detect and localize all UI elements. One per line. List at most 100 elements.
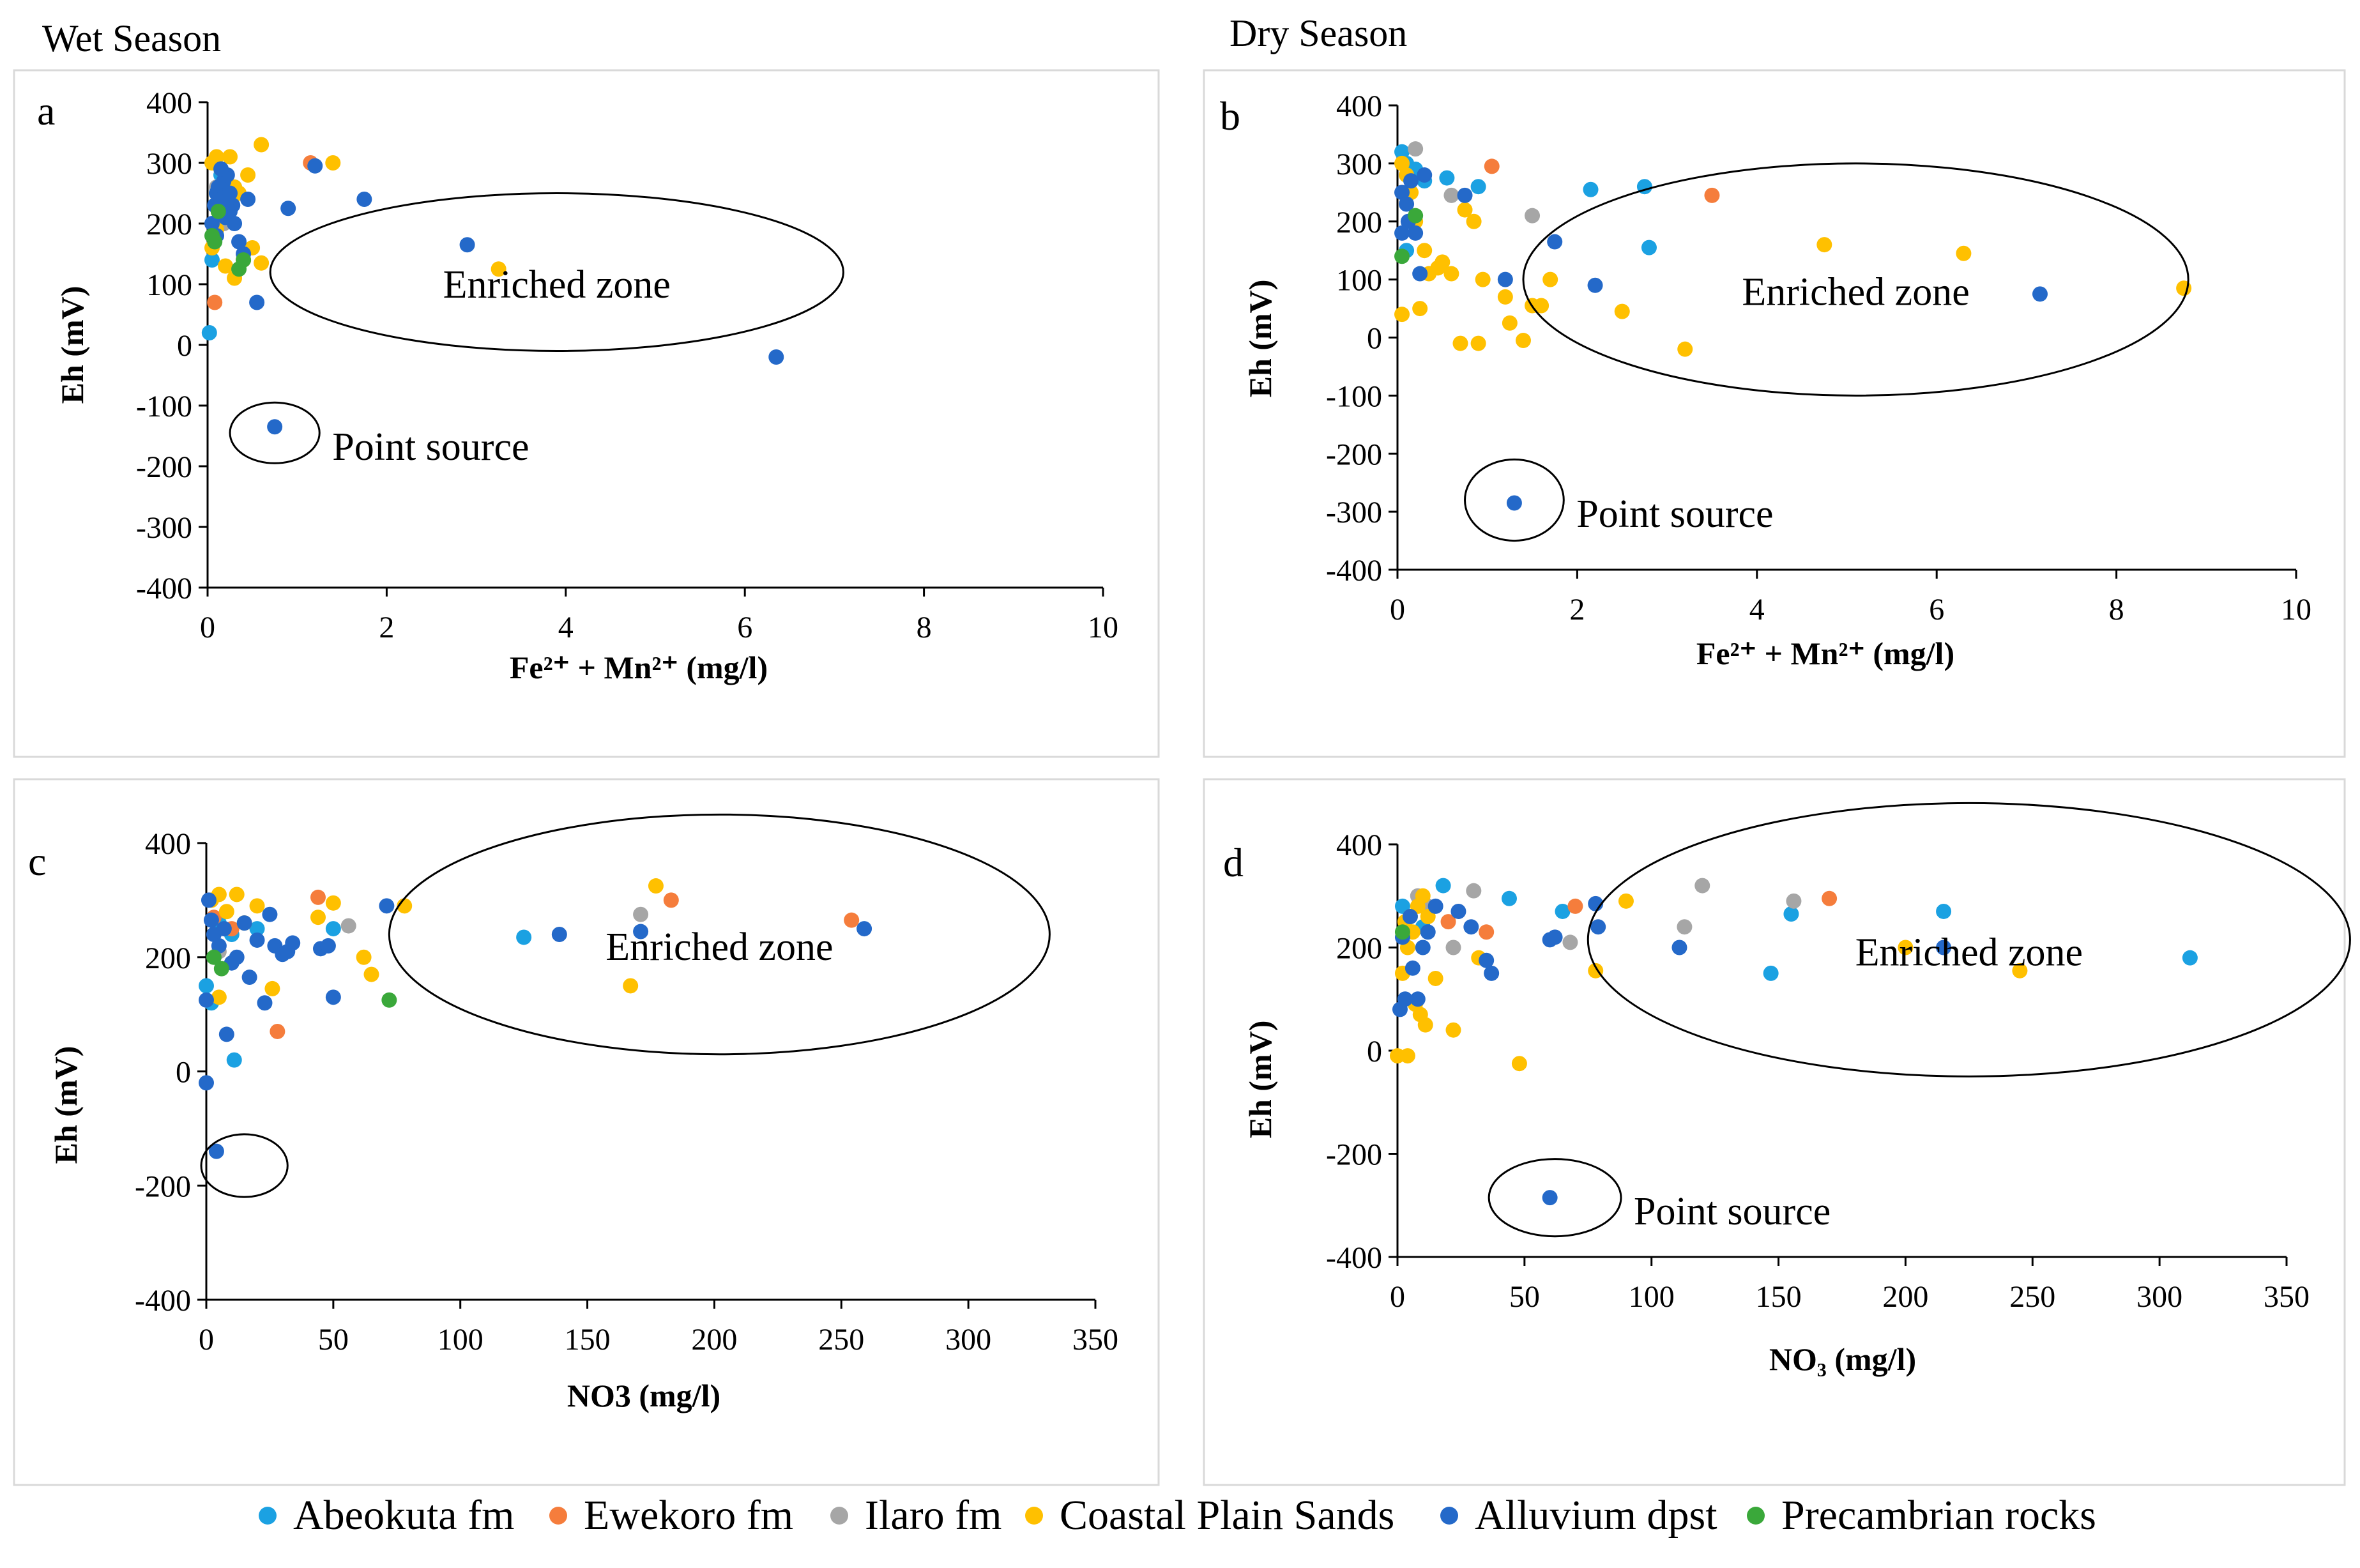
point-cps — [254, 255, 270, 271]
legend-label-cps: Coastal Plain Sands — [1060, 1492, 1395, 1539]
point-cps — [491, 261, 506, 277]
point-alluvium — [1408, 225, 1424, 241]
legend-item-cps: Coastal Plain Sands — [1025, 1491, 1394, 1540]
y-tick-label: 200 — [145, 941, 191, 975]
point-cps — [1399, 1048, 1415, 1064]
point-abeokuta — [1439, 170, 1455, 186]
y-tick-label: 200 — [1336, 932, 1382, 966]
point-ilaro — [1443, 187, 1459, 203]
point-alluvium — [1457, 187, 1473, 203]
point-alluvium — [229, 949, 245, 965]
point-cps — [648, 878, 664, 894]
point-cps — [1618, 893, 1634, 909]
x-tick-label: 300 — [945, 1323, 991, 1357]
point-ewekoro — [310, 889, 326, 905]
point-alluvium — [241, 970, 257, 986]
x-tick-label: 8 — [2109, 593, 2124, 627]
point-ilaro — [1694, 878, 1710, 894]
legend-label-ilaro: Ilaro fm — [865, 1492, 1002, 1539]
legend-item-ewekoro: Ewekoro fm — [549, 1491, 793, 1540]
point-alluvium — [551, 927, 567, 942]
point-alluvium — [320, 938, 336, 954]
x-tick-label: 10 — [1088, 611, 1118, 644]
point-ewekoro — [1479, 924, 1495, 940]
annotation-label: Enriched zone — [443, 263, 671, 307]
point-ilaro — [1408, 141, 1424, 157]
y-tick-label: 0 — [177, 329, 192, 363]
point-ewekoro — [1484, 158, 1500, 174]
point-cps — [1475, 271, 1491, 287]
point-precambrian — [381, 992, 397, 1008]
x-tick-label: 4 — [1749, 593, 1765, 627]
point-alluvium — [199, 992, 214, 1008]
point-precambrian — [210, 204, 226, 219]
point-precambrian — [207, 234, 223, 250]
legend-marker-precambrian — [1747, 1507, 1765, 1525]
panel-letter: b — [1220, 93, 1240, 139]
x-tick-label: 150 — [1756, 1280, 1802, 1314]
x-tick-label: 150 — [565, 1323, 611, 1357]
point-cps — [1677, 341, 1693, 357]
point-alluvium — [1542, 1190, 1558, 1206]
y-tick-label: -300 — [1326, 496, 1382, 529]
y-tick-label: -400 — [136, 572, 192, 605]
point-ewekoro — [844, 912, 860, 928]
x-tick-label: 8 — [917, 611, 932, 644]
y-tick-label: -200 — [1326, 1138, 1382, 1172]
point-abeokuta — [1470, 179, 1486, 195]
point-alluvium — [1547, 234, 1563, 250]
x-tick-label: 250 — [2009, 1280, 2055, 1314]
legend: Abeokuta fm Ewekoro fm Ilaro fm Coastal … — [0, 1491, 2360, 1549]
point-cps — [1511, 1056, 1527, 1072]
point-cps — [1502, 315, 1518, 331]
point-cps — [1466, 213, 1482, 229]
point-abeokuta — [226, 1052, 242, 1068]
point-ewekoro — [1822, 890, 1838, 906]
legend-item-precambrian: Precambrian rocks — [1747, 1491, 2096, 1540]
point-alluvium — [257, 995, 273, 1011]
point-precambrian — [1394, 248, 1410, 264]
point-alluvium — [208, 1143, 224, 1159]
legend-label-alluvium: Alluvium dpst — [1475, 1492, 1717, 1539]
point-alluvium — [1410, 991, 1426, 1007]
point-abeokuta — [1501, 890, 1517, 906]
point-alluvium — [633, 924, 649, 940]
x-tick-label: 200 — [1882, 1280, 1928, 1314]
point-alluvium — [1402, 909, 1418, 925]
point-cps — [1417, 1017, 1433, 1033]
point-alluvium — [325, 989, 341, 1005]
y-tick-label: -100 — [1326, 379, 1382, 413]
point-precambrian — [206, 949, 222, 965]
point-ilaro — [1677, 919, 1693, 935]
point-alluvium — [262, 906, 278, 922]
point-alluvium — [240, 192, 256, 207]
point-alluvium — [285, 935, 301, 951]
legend-item-alluvium: Alluvium dpst — [1440, 1491, 1717, 1540]
y-tick-label: 100 — [1336, 264, 1382, 298]
point-abeokuta — [1763, 965, 1779, 981]
point-ilaro — [1525, 208, 1541, 224]
x-tick-label: 200 — [691, 1323, 737, 1357]
legend-marker-ilaro — [830, 1507, 848, 1525]
point-ilaro — [1562, 934, 1578, 950]
legend-label-abeokuta: Abeokuta fm — [293, 1492, 515, 1539]
point-abeokuta — [204, 252, 220, 268]
point-abeokuta — [1936, 903, 1952, 919]
x-tick-label: 6 — [1929, 593, 1944, 627]
point-alluvium — [267, 419, 283, 435]
point-abeokuta — [1783, 906, 1799, 922]
y-tick-label: -200 — [1326, 438, 1382, 471]
annotation-ellipse-point-source — [229, 401, 321, 464]
point-ewekoro — [663, 892, 679, 908]
point-alluvium — [213, 161, 229, 177]
legend-marker-ewekoro — [549, 1507, 567, 1525]
annotation-label: Enriched zone — [605, 925, 833, 969]
x-tick-label: 4 — [558, 611, 574, 644]
legend-item-abeokuta: Abeokuta fm — [259, 1491, 514, 1540]
point-alluvium — [199, 1075, 214, 1091]
point-cps — [2012, 963, 2028, 978]
point-cps — [240, 167, 256, 183]
point-cps — [2176, 280, 2192, 296]
annotation-ellipse-enriched-zone — [1522, 162, 2189, 397]
